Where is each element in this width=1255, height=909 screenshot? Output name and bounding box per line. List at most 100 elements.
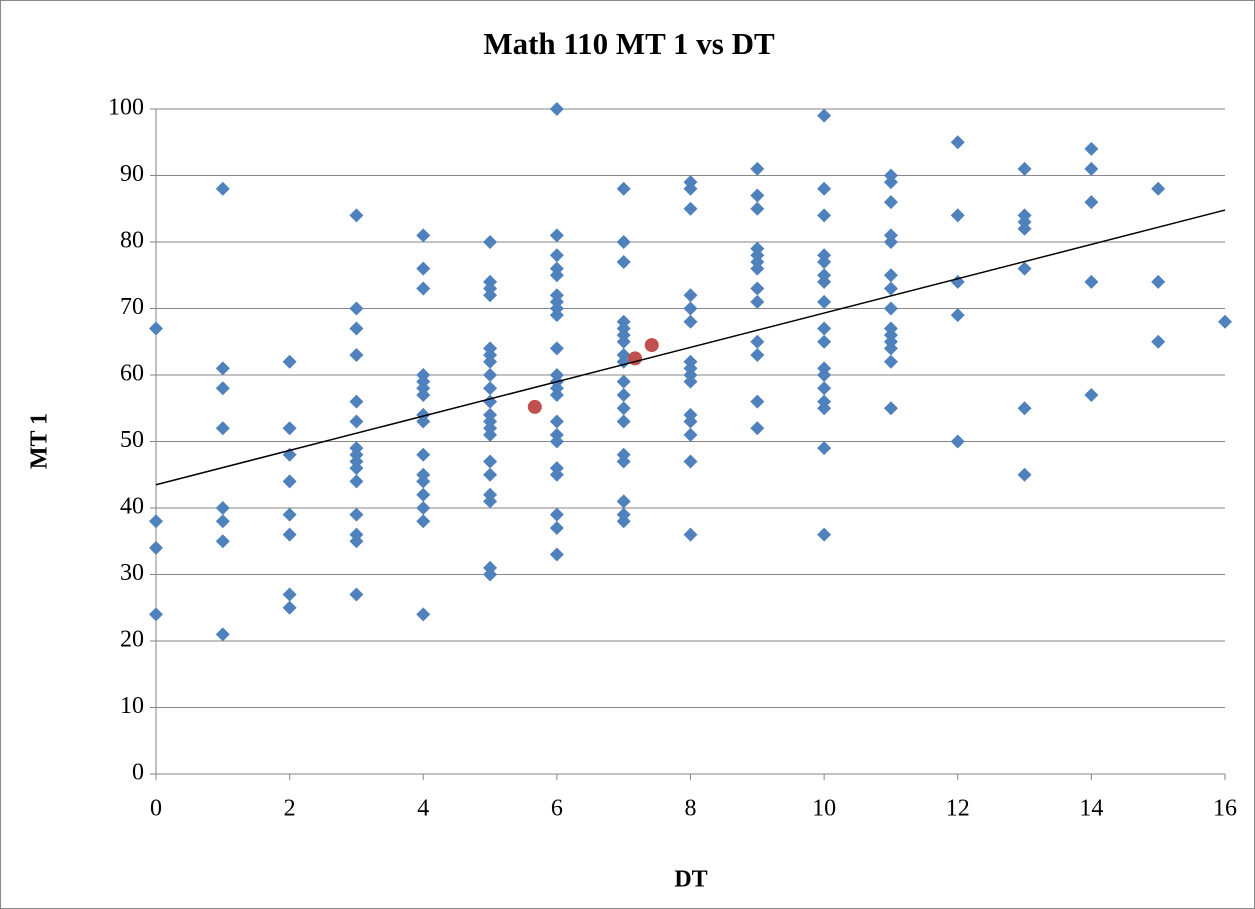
point [549,268,564,283]
point [750,281,765,296]
point [527,399,542,414]
point [282,527,297,542]
point [883,341,898,356]
point [483,354,498,369]
point [349,587,364,602]
point [883,195,898,210]
point [1017,401,1032,416]
point [817,368,832,382]
point [616,334,631,349]
point [483,394,498,409]
point [416,281,431,296]
point [883,301,898,316]
point [1084,274,1099,289]
point [483,235,498,249]
point [683,288,698,303]
point [950,208,965,223]
point [683,527,698,542]
y-tick-label: 50 [120,427,144,453]
point [149,540,163,555]
point [149,514,163,529]
point [549,434,564,449]
y-tick-label: 0 [132,760,144,786]
point [817,381,832,396]
point [616,494,631,509]
point [817,334,832,349]
point [549,520,564,535]
y-tick-label: 10 [120,693,144,719]
point [349,414,364,429]
point [1017,467,1032,482]
point [1084,195,1099,210]
point [644,338,659,353]
point [215,381,230,396]
point [750,201,765,216]
point [883,235,898,249]
point [883,281,898,296]
point [750,161,765,176]
point [215,534,230,549]
point [483,454,498,469]
point [616,387,631,402]
point [483,381,498,396]
point [817,181,832,196]
point [215,421,230,436]
point [750,294,765,309]
y-tick-label: 20 [120,627,144,653]
point [549,387,564,402]
point [215,627,230,642]
point [416,514,431,529]
point [349,474,364,489]
point [549,102,564,116]
point [683,414,698,429]
point [282,474,297,489]
point [349,461,364,476]
point [416,387,431,402]
point [683,301,698,316]
point [616,235,631,249]
point [817,108,832,123]
point [483,368,498,382]
point [416,447,431,462]
point [549,341,564,356]
point [416,414,431,429]
point [750,334,765,349]
chart-title: Math 110 MT 1 vs DT [483,26,775,61]
point [1151,274,1166,289]
point [817,441,832,456]
point [1084,141,1099,156]
y-tick-label: 30 [120,560,144,586]
point [950,434,965,449]
point [817,208,832,223]
point [215,361,230,376]
point [416,607,431,622]
point [883,401,898,416]
point [683,181,698,196]
point [483,288,498,303]
point [616,454,631,469]
x-tick-label: 0 [150,796,162,822]
point [215,501,230,515]
point [750,421,765,436]
point [616,181,631,196]
point [483,467,498,482]
point [616,254,631,269]
y-tick-label: 70 [120,294,144,320]
point [549,228,564,243]
x-tick-label: 4 [417,796,429,822]
point [1084,387,1099,402]
point [149,607,163,622]
point [282,421,297,436]
point [683,374,698,389]
point [750,188,765,203]
x-tick-label: 10 [812,796,836,822]
y-tick-label: 90 [120,161,144,187]
point [883,175,898,190]
point [1017,161,1032,176]
point [950,308,965,323]
y-tick-label: 100 [108,95,144,121]
point [215,514,230,529]
point [349,301,364,316]
point [817,294,832,309]
point [282,600,297,615]
